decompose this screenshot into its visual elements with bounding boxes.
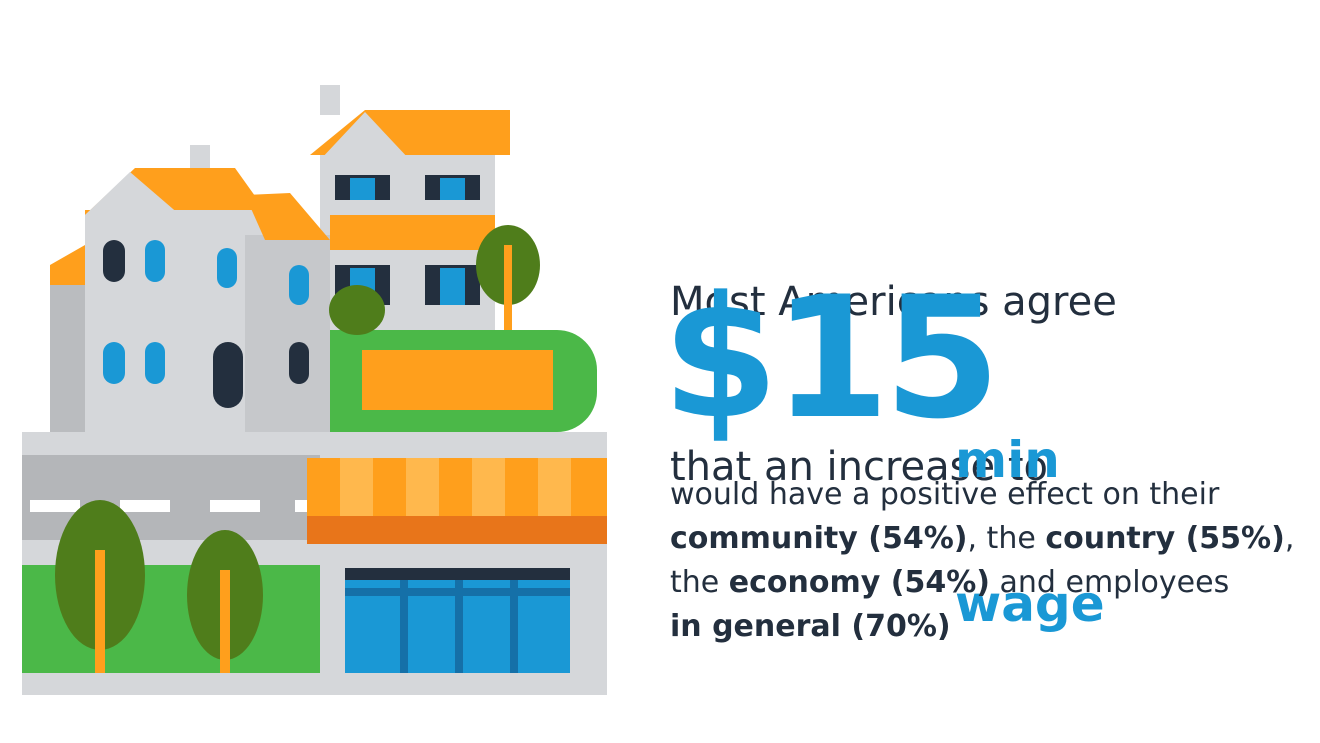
unit-line: min (955, 431, 1060, 489)
body-line: would have a positive effect on their (670, 473, 1294, 517)
amount-unit: min wage (955, 340, 1105, 676)
body-line: the economy (54%) and employees (670, 561, 1294, 605)
body-line: community (54%), the country (55%), (670, 517, 1294, 561)
highlight: community (54%) (670, 521, 968, 556)
body-segment: , (1284, 521, 1295, 556)
body-segment: , the (967, 521, 1046, 556)
highlight: economy (54%) (728, 565, 990, 600)
body-segment: and employees (989, 565, 1230, 600)
headline-line: Most Americans agree (670, 279, 1117, 325)
amount: $15 (662, 260, 1001, 456)
highlight: in general (70%) (670, 609, 951, 644)
headline: Most Americans agree that an increase to (670, 165, 1117, 550)
body-segment: the (670, 565, 729, 600)
body-segment: would have a positive effect on their (670, 477, 1220, 512)
unit-line: wage (955, 575, 1105, 633)
headline-line: that an increase to (670, 444, 1048, 490)
highlight: country (55%) (1045, 521, 1285, 556)
body-line: in general (70%) (670, 605, 1294, 649)
body-text: would have a positive effect on their com… (670, 473, 1294, 649)
illustration (22, 85, 607, 695)
